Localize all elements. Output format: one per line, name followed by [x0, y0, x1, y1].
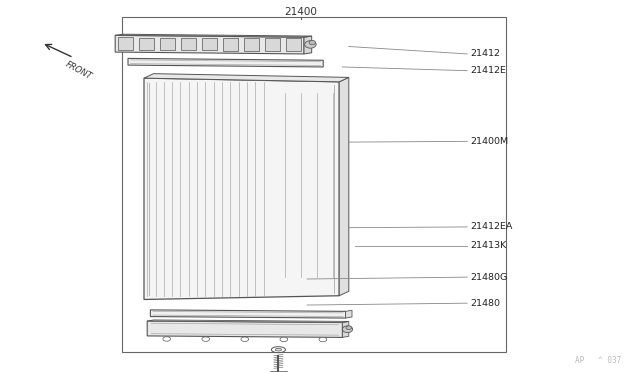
Ellipse shape [346, 326, 352, 330]
Text: 21412: 21412 [470, 49, 500, 58]
Polygon shape [150, 310, 346, 318]
Polygon shape [115, 34, 312, 37]
Text: 21400M: 21400M [470, 137, 509, 146]
Circle shape [319, 337, 327, 342]
Polygon shape [304, 36, 312, 54]
Circle shape [241, 337, 249, 341]
Bar [118, 38, 133, 50]
Bar [265, 38, 280, 51]
Text: 21412E: 21412E [470, 66, 506, 75]
Polygon shape [147, 321, 342, 337]
Text: FRONT: FRONT [64, 60, 93, 81]
Bar [202, 38, 217, 51]
Ellipse shape [271, 347, 285, 353]
Polygon shape [346, 310, 352, 318]
Ellipse shape [342, 326, 353, 333]
Bar [286, 38, 301, 51]
Polygon shape [144, 74, 349, 82]
Polygon shape [147, 320, 349, 323]
Text: 21480G: 21480G [470, 273, 508, 282]
Bar [122, 17, 506, 352]
Circle shape [163, 337, 170, 341]
Ellipse shape [309, 41, 316, 45]
Text: 21412EA: 21412EA [470, 222, 513, 231]
Ellipse shape [275, 348, 282, 351]
Ellipse shape [305, 41, 316, 48]
Bar [181, 38, 196, 50]
Bar [244, 38, 259, 51]
Text: AP   ^ 037: AP ^ 037 [575, 356, 621, 365]
Polygon shape [144, 78, 339, 299]
Circle shape [202, 337, 210, 341]
Circle shape [280, 337, 288, 341]
Polygon shape [128, 58, 323, 67]
Bar [160, 38, 175, 50]
Text: 21480: 21480 [470, 299, 500, 308]
Bar [223, 38, 238, 51]
Text: 21400: 21400 [284, 7, 317, 17]
Polygon shape [339, 77, 349, 296]
Polygon shape [115, 35, 304, 54]
Bar [140, 38, 154, 50]
Text: 21413K: 21413K [470, 241, 507, 250]
Polygon shape [342, 321, 349, 337]
